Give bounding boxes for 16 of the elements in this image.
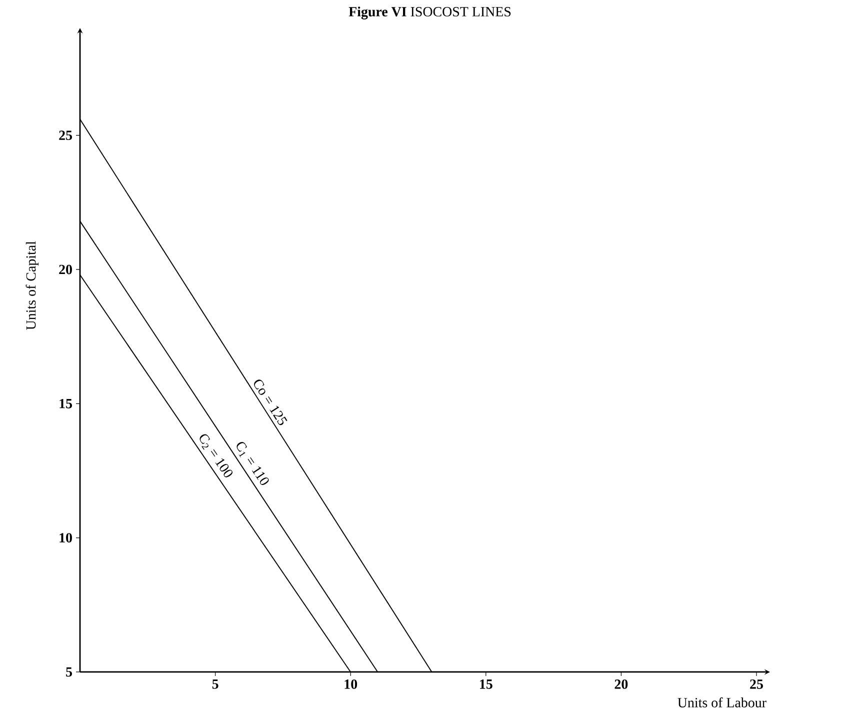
x-tick-label: 15 [480, 679, 492, 689]
text: C$_{2}$ = 100 [200, 434, 233, 478]
y-tick-label: 5 [66, 667, 72, 677]
text: C$_{1}$ = 110 [236, 442, 269, 486]
y-tick-label: 20 [59, 264, 72, 274]
y-tick-label: 25 [59, 130, 72, 140]
x-tick-label: 10 [344, 679, 358, 689]
y-tick-label: 15 [60, 398, 72, 408]
x-tick-label: 5 [212, 679, 218, 689]
x-axis-title: Units of Labour [678, 697, 766, 708]
y-tick-label: 10 [60, 533, 72, 543]
chart-title: Figure VI ISOCOST LINES [348, 6, 511, 20]
text: Co = 125 [254, 380, 288, 426]
y-axis-title: Units of Capital [26, 241, 39, 330]
x-tick-label: 20 [614, 679, 628, 689]
x-tick-label: 25 [750, 679, 763, 689]
